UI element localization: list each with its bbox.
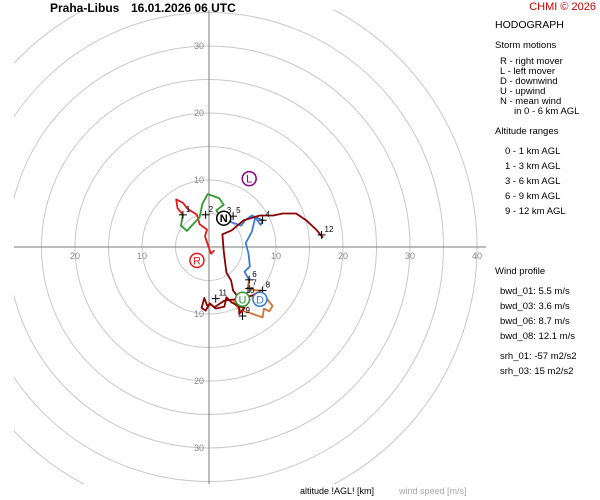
altitude-marker-label: 10 [246, 286, 255, 295]
hodograph-segments [175, 193, 324, 319]
altitude-marker-11: 11 [211, 289, 228, 303]
y-tick-label: 10 [194, 309, 204, 319]
altitude-marker-12: 12 [317, 225, 334, 239]
storm-motion-label: N [220, 213, 228, 225]
sounding-datetime: 16.01.2026 06 UTC [131, 1, 236, 15]
altitude-marker-4: 4 [258, 210, 271, 225]
x-tick-label: 20 [338, 251, 348, 261]
storm-motion-legend-r: R - right mover [500, 56, 563, 67]
y-tick-label: 30 [194, 41, 204, 51]
storm-motion-legend-n-range: in 0 - 6 km AGL [514, 106, 580, 117]
speed-ring-40 [14, 10, 478, 484]
altitude-legend-9-12: 9 - 12 km AGL [505, 206, 566, 217]
x-tick-label: 10 [137, 251, 147, 261]
hodograph-title: HODOGRAPH [495, 19, 564, 31]
storm-motion-circle [189, 252, 205, 269]
altitude-marker-label: 5 [236, 206, 241, 215]
altitude-legend-3-6: 3 - 6 km AGL [505, 176, 561, 187]
storm-motion-r: R [189, 252, 205, 269]
segment-1-3 [180, 193, 227, 232]
storm-motion-circle [241, 170, 257, 187]
y-tick-label: 10 [194, 175, 204, 185]
storm-motion-legend-l: L - left mover [500, 66, 556, 77]
bwd-01-value: bwd_01: 5.5 m/s [500, 286, 570, 297]
storm-motion-l: L [241, 170, 257, 187]
storm-motion-label: D [256, 294, 264, 306]
storm-motion-legend-u: U - upwind [500, 86, 546, 97]
altitude-marker-1: 1 [178, 205, 191, 219]
altitude-marker-9: 9 [238, 306, 251, 321]
altitude-unit-label: altitude !AGL! [km] [300, 486, 375, 496]
altitude-marker-2: 2 [201, 205, 214, 219]
x-tick-label: 40 [472, 251, 482, 261]
station-name: Praha-Libus [50, 1, 120, 15]
segment-3-6 [225, 213, 264, 281]
bwd-06-value: bwd_06: 8.7 m/s [500, 316, 570, 327]
wind-speed-unit-label: wind speed [m/s] [399, 486, 467, 496]
y-tick-label: 30 [194, 443, 204, 453]
y-tick-label: 20 [194, 108, 204, 118]
altitude-marker-label: 3 [227, 206, 232, 215]
wind-profile-heading: Wind profile [495, 266, 546, 277]
bwd-03-value: bwd_03: 3.6 m/s [500, 301, 570, 312]
altitude-marker-label: 11 [219, 289, 228, 298]
altitude-marker-label: 8 [266, 281, 271, 290]
altitude-marker-label: 6 [252, 270, 257, 279]
x-tick-label: 10 [271, 251, 281, 261]
storm-motion-markers: R L DU N [189, 170, 268, 308]
altitude-marker-label: 9 [246, 306, 251, 315]
storm-motion-circle [252, 291, 268, 308]
altitude-legend-1-3: 1 - 3 km AGL [505, 161, 561, 172]
altitude-marker-label: 7 [252, 279, 257, 288]
storm-motion-d: D [252, 291, 268, 308]
altitude-marker-7: 7 [245, 279, 257, 293]
axis-tick-labels: 20 10 10 20 30 40 30 20 10 10 20 30 [70, 41, 482, 453]
storm-motion-legend-d: D - downwind [500, 76, 558, 87]
altitude-legend-6-9: 6 - 9 km AGL [505, 191, 561, 202]
axes [14, 10, 486, 484]
storm-motion-circle [215, 210, 232, 226]
srh-01-value: srh_01: -57 m2/s2 [500, 351, 577, 362]
storm-motion-label: R [193, 255, 201, 267]
altitude-marker-label: 12 [325, 225, 334, 234]
storm-motion-legend-n: N - mean wind [500, 96, 562, 107]
altitude-ranges-heading: Altitude ranges [495, 126, 559, 137]
altitude-marker-label: 2 [209, 205, 214, 214]
storm-motions-heading: Storm motions [495, 40, 557, 51]
srh-03-value: srh_03: 15 m2/s2 [500, 366, 574, 377]
storm-motion-circle [234, 291, 251, 308]
x-tick-label: 20 [70, 251, 80, 261]
speed-rings [14, 10, 478, 484]
y-tick-label: 20 [194, 376, 204, 386]
storm-motion-n: N [215, 210, 232, 226]
altitude-marker-label: 4 [266, 210, 271, 219]
altitude-legend-0-1: 0 - 1 km AGL [505, 146, 561, 157]
chmi-credit: CHMI © 2026 [529, 1, 596, 13]
segment-9-12 [200, 212, 324, 315]
altitude-marker-label: 1 [186, 205, 191, 214]
x-tick-label: 30 [405, 251, 415, 261]
bwd-08-value: bwd_08: 12.1 m/s [500, 331, 575, 342]
storm-motion-u: U [234, 291, 251, 308]
storm-motion-label: L [246, 174, 252, 186]
storm-motion-label: U [239, 294, 247, 306]
altitude-marker-6: 6 [245, 270, 257, 284]
